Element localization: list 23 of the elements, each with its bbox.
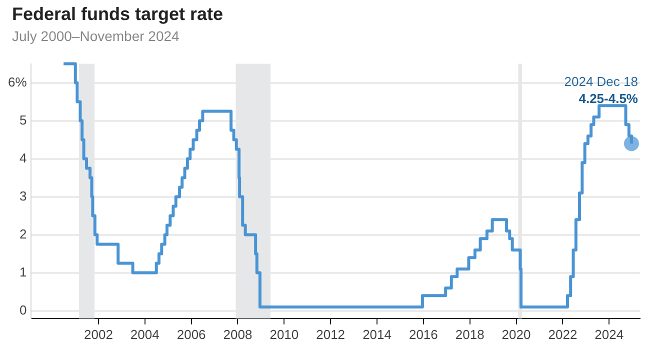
y-tick-label: 1 [20, 264, 27, 280]
annotation: 2024 Dec 18 [564, 74, 638, 89]
chart-subtitle: July 2000–November 2024 [12, 28, 180, 44]
x-tick-label: 2008 [223, 326, 252, 342]
x-tick-label: 2006 [176, 326, 206, 342]
x-tick-label: 2002 [84, 326, 113, 342]
y-tick-label: 2 [20, 226, 27, 242]
y-tick-label: 5 [20, 112, 27, 128]
y-tick-label: 0 [20, 302, 27, 318]
x-tick-label: 2024 [594, 326, 624, 342]
chart-title: Federal funds target rate [12, 4, 224, 25]
y-tick-label: 6% [8, 74, 28, 90]
y-tick-label: 3 [20, 188, 27, 204]
x-tick-label: 2010 [270, 326, 299, 342]
x-tick-label: 2004 [130, 326, 160, 342]
x-tick-label: 2020 [502, 326, 531, 342]
annotation: 4.25-4.5% [578, 90, 638, 106]
x-tick-label: 2016 [408, 326, 438, 342]
x-tick-label: 2018 [455, 326, 484, 342]
x-tick-label: 2022 [548, 326, 578, 342]
x-tick-label: 2012 [316, 326, 346, 342]
x-tick-label: 2014 [362, 326, 392, 342]
y-tick-label: 4 [20, 150, 27, 166]
